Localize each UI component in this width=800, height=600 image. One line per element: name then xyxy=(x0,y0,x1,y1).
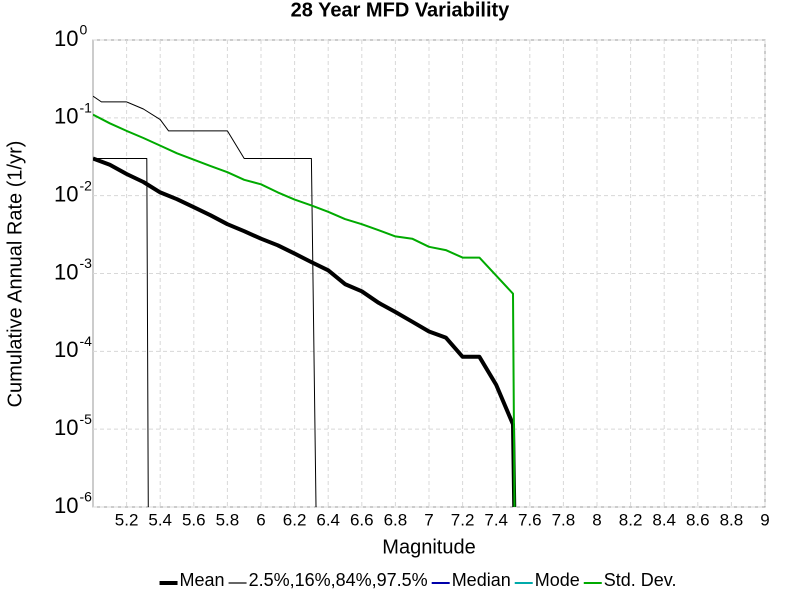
y-tick-label: 10 xyxy=(54,415,78,440)
x-tick-label: 7.4 xyxy=(484,510,508,529)
y-tick-exponent: -3 xyxy=(79,255,92,271)
x-tick-label: 8.8 xyxy=(720,510,744,529)
x-tick-label: 6.8 xyxy=(384,510,408,529)
x-tick-label: 8.6 xyxy=(686,510,710,529)
y-tick-label: 10 xyxy=(54,493,78,518)
x-tick-label: 6.4 xyxy=(316,510,340,529)
y-tick-label: 10 xyxy=(54,26,78,51)
y-tick-exponent: -1 xyxy=(79,100,92,116)
x-tick-label: 8.4 xyxy=(652,510,676,529)
y-tick-exponent: -4 xyxy=(79,333,92,349)
plot-lines xyxy=(93,95,517,507)
series-line xyxy=(93,156,517,507)
y-tick-label: 10 xyxy=(54,104,78,129)
legend-label: Mode xyxy=(535,570,580,590)
series-line xyxy=(93,95,317,507)
x-tick-label: 8.2 xyxy=(619,510,643,529)
x-tick-label: 5.2 xyxy=(115,510,139,529)
y-tick-exponent: -2 xyxy=(79,177,92,193)
chart-title: 28 Year MFD Variability xyxy=(291,0,511,21)
x-axis-label: Magnitude xyxy=(382,536,475,558)
legend-label: Std. Dev. xyxy=(604,570,677,590)
y-tick-exponent: 0 xyxy=(79,22,87,38)
legend-label: Mean xyxy=(180,570,225,590)
y-tick-label: 10 xyxy=(54,181,78,206)
x-tick-label: 9 xyxy=(760,510,769,529)
y-tick-label: 10 xyxy=(54,337,78,362)
x-tick-label: 6.6 xyxy=(350,510,374,529)
y-tick-exponent: -5 xyxy=(79,411,92,427)
x-tick-label: 6.2 xyxy=(283,510,307,529)
y-axis-label: Cumulative Annual Rate (1/yr) xyxy=(4,141,26,408)
y-tick-label: 10 xyxy=(54,259,78,284)
legend-label: 2.5%,16%,84%,97.5% xyxy=(249,570,428,590)
series-line xyxy=(93,113,516,507)
x-tick-label: 7.8 xyxy=(552,510,576,529)
y-tick-exponent: -6 xyxy=(79,489,92,505)
x-tick-label: 6 xyxy=(256,510,265,529)
x-tick-label: 7.6 xyxy=(518,510,542,529)
x-tick-label: 5.4 xyxy=(148,510,172,529)
x-tick-label: 7 xyxy=(424,510,433,529)
x-tick-label: 8 xyxy=(592,510,601,529)
x-tick-label: 7.2 xyxy=(451,510,475,529)
x-tick-label: 5.8 xyxy=(216,510,240,529)
legend-label: Median xyxy=(452,570,511,590)
x-tick-label: 5.6 xyxy=(182,510,206,529)
